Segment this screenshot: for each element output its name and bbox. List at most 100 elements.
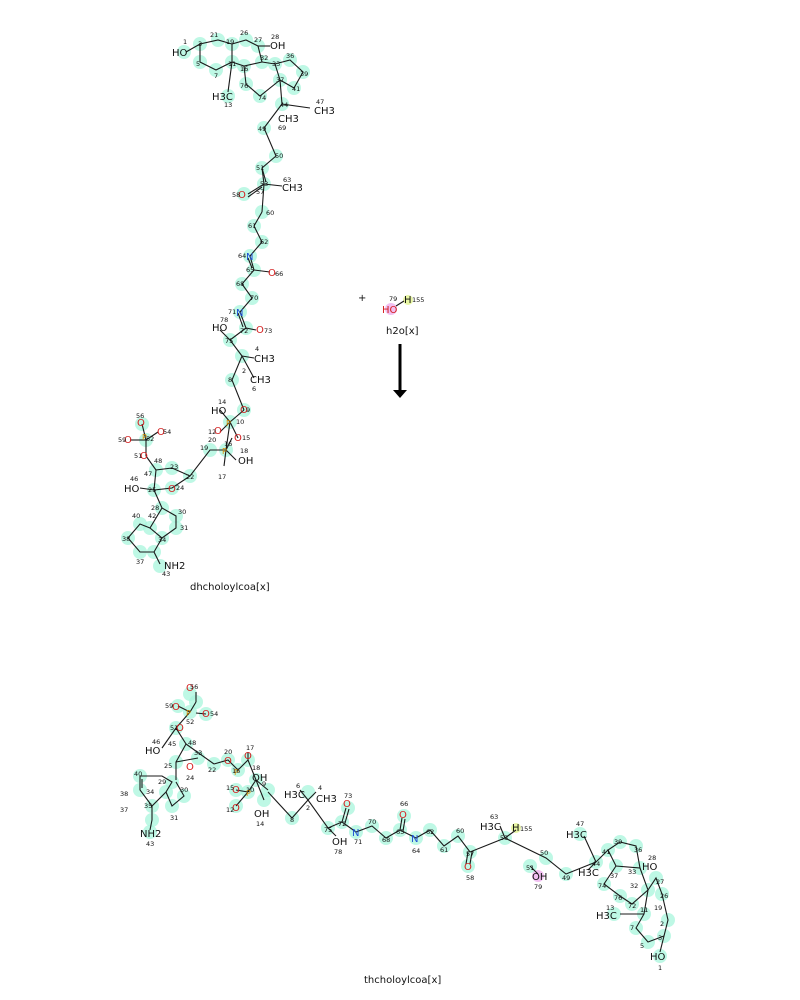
svg-text:75: 75 bbox=[324, 826, 332, 834]
svg-text:10: 10 bbox=[246, 786, 254, 794]
svg-text:45: 45 bbox=[168, 740, 176, 748]
atom-label: O bbox=[343, 799, 351, 810]
svg-text:5: 5 bbox=[640, 942, 644, 950]
atom-label: CH3 bbox=[254, 354, 275, 365]
phosphorus-label: P bbox=[226, 419, 231, 428]
svg-text:24: 24 bbox=[176, 484, 184, 492]
svg-text:75: 75 bbox=[225, 337, 233, 345]
svg-text:78: 78 bbox=[334, 848, 342, 856]
svg-text:9: 9 bbox=[246, 406, 250, 414]
svg-text:37: 37 bbox=[120, 806, 128, 814]
svg-text:7: 7 bbox=[630, 924, 634, 932]
svg-text:64: 64 bbox=[412, 847, 420, 855]
atom-label: O bbox=[464, 862, 472, 873]
svg-text:33: 33 bbox=[194, 749, 202, 757]
atom-label: HO bbox=[172, 48, 188, 59]
svg-text:8: 8 bbox=[290, 816, 294, 824]
svg-text:52: 52 bbox=[146, 435, 154, 443]
svg-text:23: 23 bbox=[170, 463, 178, 471]
atom-label: H3C bbox=[596, 911, 617, 922]
svg-text:22: 22 bbox=[208, 766, 216, 774]
svg-text:56: 56 bbox=[136, 412, 144, 420]
svg-text:37: 37 bbox=[276, 76, 284, 84]
svg-text:16: 16 bbox=[232, 767, 240, 775]
reaction-arrow bbox=[393, 344, 407, 398]
svg-text:2: 2 bbox=[660, 920, 664, 928]
svg-text:60: 60 bbox=[456, 827, 464, 835]
atom-label: OH bbox=[270, 41, 285, 52]
svg-text:47: 47 bbox=[316, 98, 324, 106]
svg-text:49: 49 bbox=[258, 125, 266, 133]
svg-text:78: 78 bbox=[220, 316, 228, 324]
svg-text:31: 31 bbox=[170, 814, 178, 822]
atom-label: HO bbox=[642, 862, 658, 873]
svg-text:44: 44 bbox=[280, 101, 288, 109]
svg-text:57: 57 bbox=[256, 188, 264, 196]
atom-numbers: 13 2119 2627 285 711 1632 3336 3941 3776… bbox=[118, 29, 324, 578]
atom-label: N bbox=[246, 252, 253, 263]
atom-label: HO bbox=[212, 323, 228, 334]
svg-text:51: 51 bbox=[134, 452, 142, 460]
svg-text:2: 2 bbox=[242, 367, 246, 375]
svg-text:15: 15 bbox=[226, 784, 234, 792]
reactant-2-label: h2o[x] bbox=[386, 326, 419, 337]
svg-text:79: 79 bbox=[389, 295, 397, 303]
svg-text:59: 59 bbox=[165, 702, 173, 710]
svg-text:58: 58 bbox=[466, 874, 474, 882]
svg-text:43: 43 bbox=[162, 570, 170, 578]
svg-text:24: 24 bbox=[186, 774, 194, 782]
atom-label: CH3 bbox=[282, 183, 303, 194]
svg-text:40: 40 bbox=[132, 512, 140, 520]
svg-text:63: 63 bbox=[490, 813, 498, 821]
svg-text:16: 16 bbox=[240, 65, 248, 73]
svg-text:30: 30 bbox=[178, 508, 186, 516]
svg-text:76: 76 bbox=[614, 894, 622, 902]
svg-text:56: 56 bbox=[190, 683, 198, 691]
phosphorus-label: P bbox=[222, 447, 227, 456]
svg-text:66: 66 bbox=[275, 270, 283, 278]
svg-text:38: 38 bbox=[120, 790, 128, 798]
svg-text:21: 21 bbox=[210, 31, 218, 39]
svg-text:33: 33 bbox=[628, 868, 636, 876]
svg-text:62: 62 bbox=[260, 238, 268, 246]
svg-text:69: 69 bbox=[278, 124, 286, 132]
water-oxygen: HO bbox=[382, 305, 398, 316]
svg-text:47: 47 bbox=[144, 470, 152, 478]
svg-text:15: 15 bbox=[242, 434, 250, 442]
svg-text:57: 57 bbox=[466, 850, 474, 858]
svg-text:54: 54 bbox=[163, 428, 171, 436]
svg-text:52: 52 bbox=[186, 718, 194, 726]
svg-text:48: 48 bbox=[154, 457, 162, 465]
svg-text:50: 50 bbox=[275, 152, 283, 160]
svg-text:74: 74 bbox=[258, 94, 266, 102]
svg-text:63: 63 bbox=[283, 176, 291, 184]
phosphorus-label: P bbox=[186, 709, 191, 718]
svg-text:4: 4 bbox=[255, 345, 259, 353]
svg-text:11: 11 bbox=[228, 60, 236, 68]
svg-text:18: 18 bbox=[252, 764, 260, 772]
svg-text:8: 8 bbox=[228, 376, 232, 384]
svg-text:61: 61 bbox=[440, 846, 448, 854]
svg-text:41: 41 bbox=[292, 85, 300, 93]
svg-text:38: 38 bbox=[122, 535, 130, 543]
svg-text:155: 155 bbox=[412, 296, 424, 304]
svg-text:32: 32 bbox=[630, 882, 638, 890]
svg-text:76: 76 bbox=[240, 82, 248, 90]
svg-text:73: 73 bbox=[344, 792, 352, 800]
svg-text:30: 30 bbox=[180, 786, 188, 794]
svg-text:22: 22 bbox=[186, 473, 194, 481]
atom-label: O bbox=[244, 751, 252, 762]
atom-label: O bbox=[256, 325, 264, 336]
atom-label: OH bbox=[254, 809, 269, 820]
reactant-dhcholoylcoa: HO OH H3C CH3 CH3 CH3 O N O N HO O CH3 C… bbox=[118, 29, 335, 593]
atom-label: O bbox=[234, 433, 242, 444]
svg-text:29: 29 bbox=[158, 778, 166, 786]
svg-text:4: 4 bbox=[318, 784, 322, 792]
atom-label: HO bbox=[650, 952, 666, 963]
svg-text:48: 48 bbox=[188, 739, 196, 747]
atom-label: H3C bbox=[480, 822, 501, 833]
svg-text:17: 17 bbox=[246, 744, 254, 752]
svg-text:46: 46 bbox=[130, 475, 138, 483]
svg-text:18: 18 bbox=[240, 447, 248, 455]
svg-text:31: 31 bbox=[180, 524, 188, 532]
